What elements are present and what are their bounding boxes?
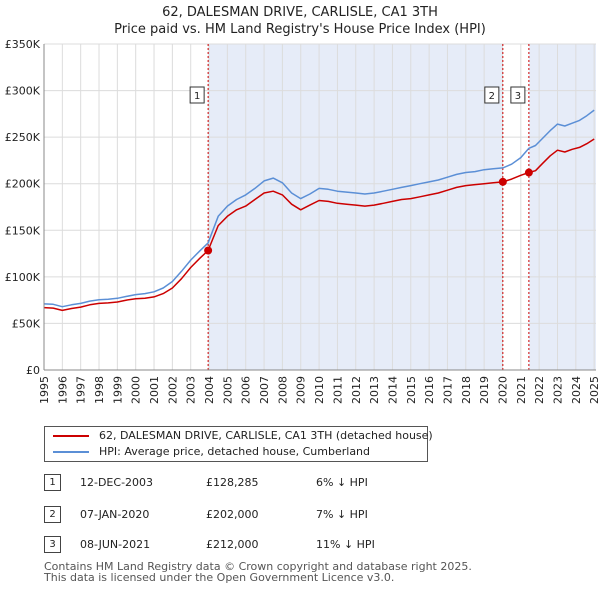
- hpi-series-line: [43, 109, 595, 308]
- x-tick-label: 2016: [423, 376, 436, 404]
- transaction-price: £128,285: [206, 476, 259, 489]
- legend-label-property: 62, DALESMAN DRIVE, CARLISLE, CA1 3TH (d…: [99, 429, 433, 442]
- gridlines: [43, 43, 596, 371]
- sale-marker-boxes: 1 2 3: [189, 86, 526, 104]
- transaction-number-badge: 3: [44, 536, 61, 553]
- shaded-range: [528, 44, 596, 370]
- x-tick-label: 2024: [570, 376, 583, 404]
- transaction-price: £212,000: [206, 538, 259, 551]
- x-tick-label: 2022: [533, 376, 546, 404]
- footer-attribution: Contains HM Land Registry data © Crown c…: [44, 561, 472, 583]
- footer-line-licence: This data is licensed under the Open Gov…: [44, 571, 395, 584]
- chart-title-block: 62, DALESMAN DRIVE, CARLISLE, CA1 3TH Pr…: [0, 4, 600, 38]
- chart-subtitle: Price paid vs. HM Land Registry's House …: [114, 22, 486, 37]
- sale-marker-frame: [510, 86, 526, 104]
- x-tick-label: 2007: [258, 376, 271, 404]
- sale-points: [204, 168, 533, 255]
- transaction-date: 07-JAN-2020: [80, 508, 150, 521]
- x-tick-label: 2020: [496, 376, 509, 404]
- legend-swatch-hpi: [53, 451, 89, 453]
- price-chart: 1 2 3 £0 £50K £100K £150K £200K £250K £300K £350K…: [5, 38, 600, 404]
- x-tick-label: 2008: [276, 376, 289, 404]
- x-tick-label: 2019: [478, 376, 491, 404]
- x-tick-label: 2006: [240, 376, 253, 404]
- sale-point: [498, 177, 507, 186]
- transaction-date: 12-DEC-2003: [80, 476, 154, 489]
- x-tick-label: 2010: [313, 376, 326, 404]
- sale-marker-frame: [189, 86, 205, 104]
- y-tick-label: £350K: [5, 38, 41, 51]
- sale-point: [524, 168, 533, 177]
- transaction-hpi-diff: 6% ↓ HPI: [316, 476, 368, 489]
- transaction-hpi-diff: 11% ↓ HPI: [316, 538, 375, 551]
- x-tick-label: 2018: [460, 376, 473, 404]
- transaction-number-badge: 1: [44, 474, 61, 491]
- legend-swatch-property: [53, 435, 89, 437]
- x-tick-label: 2005: [221, 376, 234, 404]
- x-tick-label: 1998: [93, 376, 106, 404]
- x-tick-label: 2009: [295, 376, 308, 404]
- x-tick-label: 2021: [515, 376, 528, 404]
- x-tick-label: 1995: [38, 376, 51, 404]
- axes: £0 £50K £100K £150K £200K £250K £300K £350K 1995…: [5, 38, 600, 404]
- x-tick-label: 1996: [56, 376, 69, 404]
- sale-marker-box: 1: [189, 86, 205, 104]
- y-tick-label: £150K: [5, 224, 41, 237]
- y-tick-label: £50K: [12, 317, 41, 330]
- transaction-date: 08-JUN-2021: [80, 538, 151, 551]
- sale-marker-label: 1: [194, 91, 200, 102]
- sale-marker-box: 3: [510, 86, 526, 104]
- sale-marker-label: 3: [515, 91, 521, 102]
- property-series-line: [43, 138, 595, 312]
- sale-point: [204, 246, 213, 255]
- y-tick-label: £250K: [5, 131, 41, 144]
- chart-title: 62, DALESMAN DRIVE, CARLISLE, CA1 3TH: [162, 5, 438, 20]
- legend-label-hpi: HPI: Average price, detached house, Cumb…: [99, 445, 371, 458]
- x-tick-label: 2017: [441, 376, 454, 404]
- sale-marker-box: 2: [484, 86, 500, 104]
- x-tick-label: 2013: [368, 376, 381, 404]
- transaction-number-badge: 2: [44, 506, 61, 523]
- x-tick-label: 2014: [386, 376, 399, 404]
- x-tick-label: 2023: [551, 376, 564, 404]
- series-lines: [43, 109, 595, 312]
- x-tick-label: 2011: [331, 376, 344, 404]
- x-tick-label: 2012: [350, 376, 363, 404]
- x-tick-label: 1999: [111, 376, 124, 404]
- x-tick-label: 2025: [588, 376, 600, 404]
- x-tick-label: 1997: [75, 376, 88, 404]
- chart-legend: 62, DALESMAN DRIVE, CARLISLE, CA1 3TH (d…: [44, 426, 433, 462]
- x-tick-label: 2002: [166, 376, 179, 404]
- footer-line-copyright: Contains HM Land Registry data © Crown c…: [44, 560, 472, 573]
- sale-marker-label: 2: [489, 91, 495, 102]
- sale-marker-frame: [484, 86, 500, 104]
- x-tick-label: 2003: [185, 376, 198, 404]
- x-tick-label: 2000: [130, 376, 143, 404]
- transaction-hpi-diff: 7% ↓ HPI: [316, 508, 368, 521]
- x-tick-label: 2004: [203, 376, 216, 404]
- shaded-ownership-periods: [208, 44, 596, 370]
- x-tick-label: 2015: [405, 376, 418, 404]
- x-tick-label: 2001: [148, 376, 161, 404]
- y-tick-label: £100K: [5, 271, 41, 284]
- transaction-price: £202,000: [206, 508, 259, 521]
- y-tick-label: £0: [26, 364, 40, 377]
- y-tick-label: £200K: [5, 178, 41, 191]
- y-tick-label: £300K: [5, 85, 41, 98]
